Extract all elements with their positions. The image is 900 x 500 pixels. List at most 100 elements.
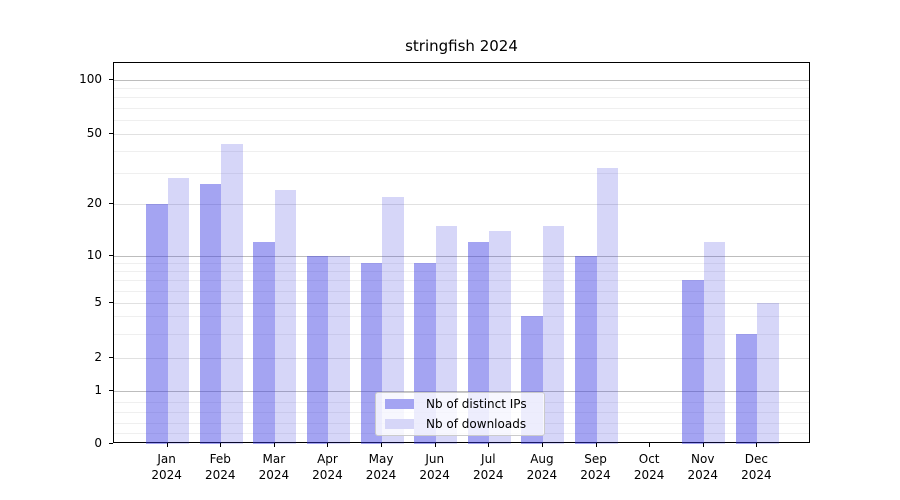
legend: Nb of distinct IPs Nb of downloads	[375, 392, 545, 436]
x-tick-label-apr: Apr 2024	[300, 452, 354, 483]
bar-downloads-apr	[328, 256, 350, 444]
y-tick-mark	[109, 443, 113, 444]
bar-downloads-jul	[489, 230, 511, 444]
legend-swatch-distinct-ips	[385, 399, 414, 409]
gridline-minor	[114, 316, 809, 318]
x-tick-label-jun: Jun 2024	[408, 452, 462, 483]
x-tick-label-oct: Oct 2024	[622, 452, 676, 483]
x-tick-year: 2024	[312, 467, 343, 482]
x-tick-year: 2024	[526, 467, 558, 482]
x-tick-year: 2024	[204, 467, 236, 482]
y-tick-mark	[109, 203, 113, 204]
x-tick-month: Oct	[638, 452, 660, 466]
y-tick-label: 50	[86, 126, 102, 140]
bar-distinct-ips-mar	[253, 242, 275, 444]
x-tick-mark	[702, 443, 704, 447]
x-tick-month: Nov	[691, 452, 715, 466]
x-tick-label-nov: Nov 2024	[676, 452, 730, 483]
x-tick-year: 2024	[258, 467, 290, 482]
y-tick-label: 20	[86, 196, 102, 210]
legend-label-downloads: Nb of downloads	[426, 417, 527, 431]
x-tick-label-mar: Mar 2024	[247, 452, 301, 483]
gridline-major	[114, 358, 809, 359]
bar-distinct-ips-jan	[146, 204, 168, 444]
gridline-minor	[114, 290, 809, 292]
bar-downloads-nov	[703, 242, 726, 444]
gridline-major	[114, 303, 809, 304]
gridline-major	[114, 391, 809, 392]
x-tick-label-jan: Jan 2024	[140, 452, 194, 483]
y-tick-mark	[109, 390, 113, 391]
x-tick-label-feb: Feb 2024	[193, 452, 247, 483]
gridline-major	[114, 204, 809, 205]
gridline-minor	[114, 271, 809, 273]
gridline-major	[114, 134, 809, 135]
bar-distinct-ips-feb	[199, 183, 222, 444]
gridline-major	[114, 80, 809, 81]
bar-downloads-aug	[542, 225, 565, 444]
y-tick-mark	[109, 357, 113, 358]
x-tick-mark	[756, 443, 758, 447]
x-tick-month: May	[368, 452, 394, 466]
x-tick-mark	[220, 443, 222, 447]
bar-downloads-jun	[435, 225, 458, 444]
x-tick-mark	[381, 443, 383, 447]
x-tick-mark	[541, 443, 543, 447]
x-tick-mark	[327, 443, 329, 447]
gridline-minor	[114, 151, 809, 153]
x-tick-year: 2024	[633, 467, 665, 482]
x-tick-mark	[434, 443, 436, 447]
x-tick-month: Mar	[262, 452, 286, 466]
x-tick-month: Jan	[157, 452, 176, 466]
y-tick-mark	[109, 255, 113, 256]
y-tick-label: 5	[94, 295, 102, 309]
x-tick-month: Jun	[425, 452, 445, 466]
bar-downloads-may	[382, 196, 404, 444]
x-tick-month: Sep	[584, 452, 607, 466]
bar-downloads-feb	[221, 143, 243, 444]
x-tick-label-jul: Jul 2024	[461, 452, 515, 483]
x-tick-year: 2024	[580, 467, 611, 482]
y-tick-mark	[109, 302, 113, 303]
x-tick-year: 2024	[419, 467, 450, 482]
x-tick-mark	[595, 443, 597, 447]
x-tick-mark	[488, 443, 490, 447]
x-tick-year: 2024	[365, 467, 397, 482]
gridline-minor	[114, 173, 809, 175]
bar-distinct-ips-sep	[575, 256, 597, 444]
x-tick-month: Apr	[317, 452, 338, 466]
x-tick-label-may: May 2024	[354, 452, 408, 483]
x-tick-year: 2024	[687, 467, 719, 482]
x-tick-label-dec: Dec 2024	[729, 452, 783, 483]
plot-area	[113, 62, 810, 444]
x-tick-label-sep: Sep 2024	[569, 452, 623, 483]
x-tick-mark	[273, 443, 275, 447]
bar-distinct-ips-nov	[682, 280, 704, 444]
gridline-minor	[114, 107, 809, 109]
x-tick-mark	[166, 443, 168, 447]
y-tick-label: 10	[86, 248, 102, 262]
x-tick-label-aug: Aug 2024	[515, 452, 569, 483]
y-tick-mark	[109, 79, 113, 80]
y-tick-label: 1	[94, 383, 102, 397]
x-tick-year: 2024	[473, 467, 504, 482]
bar-downloads-sep	[596, 168, 618, 444]
x-tick-mark	[649, 443, 651, 447]
y-tick-mark	[109, 133, 113, 134]
legend-label-distinct-ips: Nb of distinct IPs	[426, 397, 527, 411]
x-tick-month: Jul	[481, 452, 496, 466]
bar-downloads-mar	[274, 190, 297, 444]
x-tick-year: 2024	[151, 467, 182, 482]
y-tick-label: 100	[79, 72, 102, 86]
x-tick-month: Aug	[530, 452, 554, 466]
gridline-minor	[114, 88, 809, 90]
gridline-minor	[114, 119, 809, 121]
bar-distinct-ips-apr	[307, 256, 329, 444]
bar-distinct-ips-dec	[735, 333, 758, 444]
legend-item-distinct-ips: Nb of distinct IPs	[376, 395, 544, 413]
gridline-minor	[114, 280, 809, 282]
x-tick-year: 2024	[741, 467, 772, 482]
legend-swatch-downloads	[385, 419, 414, 429]
gridline-minor	[114, 97, 809, 99]
